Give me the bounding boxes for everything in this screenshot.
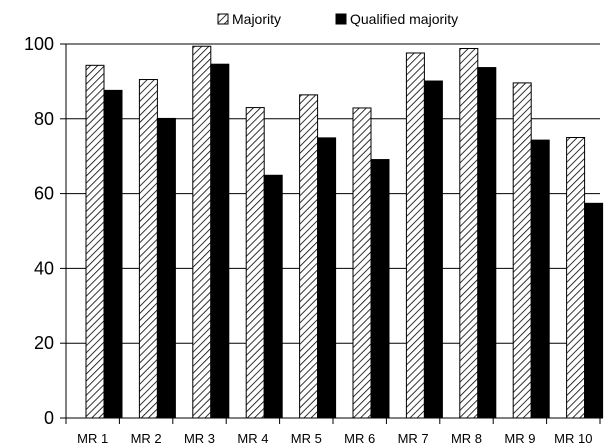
- x-tick-label-1: MR 1: [77, 431, 108, 446]
- bar-qualified-majority-6: [370, 159, 390, 419]
- bar-qualified-majority-8: [477, 67, 497, 419]
- bar-qualified-majority-7: [423, 80, 443, 419]
- bar-qualified-majority-9: [530, 139, 550, 419]
- y-tick-labels: 0 20 40 60 80 100: [24, 34, 54, 428]
- bar-majority-1: [85, 64, 105, 419]
- bar-majority-3: [192, 45, 212, 419]
- bar-majority-7: [405, 52, 425, 419]
- legend-swatch-qualified-majority: [335, 13, 347, 25]
- legend-label-majority: Majority: [232, 11, 281, 27]
- x-tick-labels: MR 1 MR 2 MR 3 MR 4 MR 5 MR 6 MR 7 MR 8 MR 9 MR 1…: [77, 431, 592, 446]
- bar-majority-5: [299, 94, 319, 419]
- x-tick-label-2: MR 2: [131, 431, 162, 446]
- bar-majority-4: [245, 107, 265, 419]
- y-tick-label-40: 40: [34, 258, 54, 278]
- legend-label-qualified-majority: Qualified majority: [350, 11, 458, 27]
- x-tick-label-10: MR 10: [554, 431, 592, 446]
- y-tick-label-0: 0: [44, 408, 54, 428]
- x-tick-label-9: MR 9: [504, 431, 535, 446]
- x-tick-label-5: MR 5: [291, 431, 322, 446]
- bar-qualified-majority-4: [263, 174, 283, 419]
- bar-majority-9: [512, 82, 532, 419]
- legend: Majority Qualified majority: [217, 11, 458, 27]
- bar-majority-8: [459, 47, 479, 419]
- bar-majority-10: [566, 137, 586, 419]
- y-tick-label-80: 80: [34, 109, 54, 129]
- legend-swatch-majority: [217, 13, 229, 25]
- bar-qualified-majority-2: [156, 117, 176, 419]
- bar-qualified-majority-3: [210, 63, 230, 419]
- x-tick-label-8: MR 8: [451, 431, 482, 446]
- x-tick-label-3: MR 3: [184, 431, 215, 446]
- bar-qualified-majority-5: [317, 137, 337, 419]
- bar-majority-2: [138, 79, 158, 419]
- x-tick-label-4: MR 4: [237, 431, 268, 446]
- x-tick-label-7: MR 7: [398, 431, 429, 446]
- y-tick-label-20: 20: [34, 333, 54, 353]
- bar-majority-6: [352, 107, 372, 419]
- bar-qualified-majority-10: [584, 202, 604, 419]
- bars: [85, 45, 604, 419]
- axes: [60, 43, 601, 424]
- x-tick-label-6: MR 6: [344, 431, 375, 446]
- bar-qualified-majority-1: [103, 89, 123, 419]
- y-tick-label-60: 60: [34, 184, 54, 204]
- y-tick-label-100: 100: [24, 34, 54, 54]
